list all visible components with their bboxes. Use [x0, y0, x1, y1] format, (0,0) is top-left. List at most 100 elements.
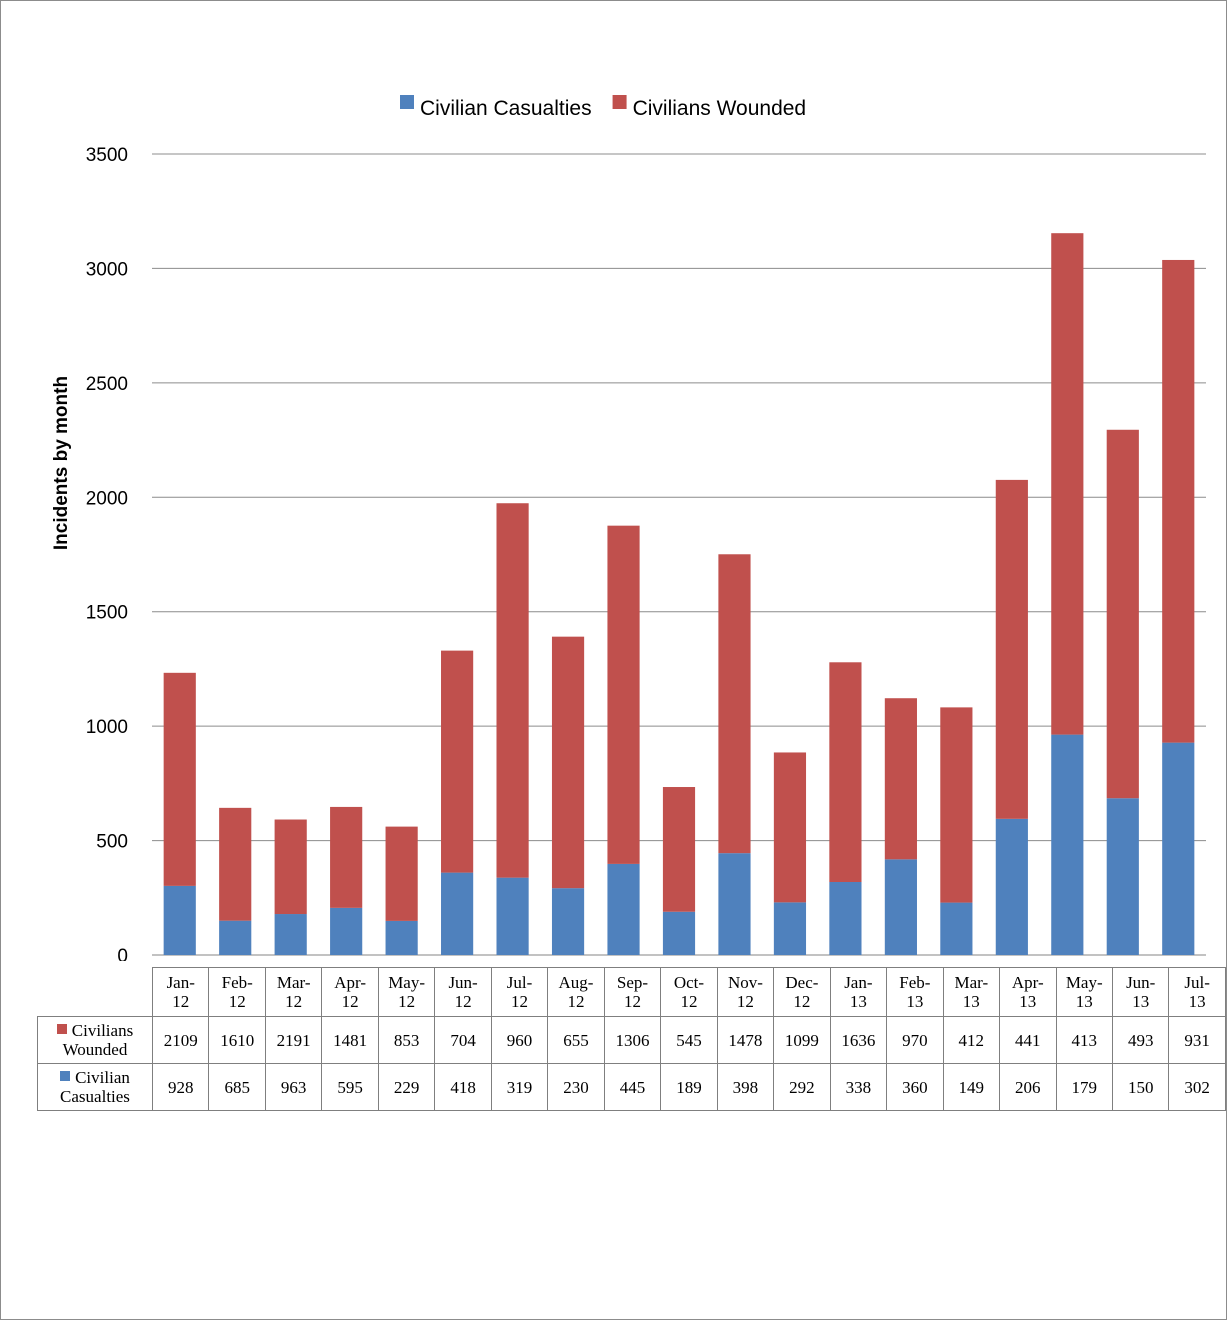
y-tick-label: 1500 — [86, 603, 128, 624]
category-label-part: 12 — [623, 992, 641, 1011]
bar-civilians-wounded-jul-12 — [496, 503, 529, 878]
bar-civilians-wounded-apr-13 — [995, 479, 1028, 819]
category-label-part: Apr- — [1011, 973, 1044, 992]
row-header-label: Civilians Wounded — [56, 1021, 134, 1059]
table-category-aug-12: Aug- 12 — [547, 967, 605, 1017]
bar-civilian-casualties-may-12 — [385, 920, 418, 955]
category-label-part: 13 — [849, 992, 867, 1011]
table-cell: 412 — [942, 1016, 1001, 1064]
category-label-part: Oct- — [673, 973, 705, 992]
table-cell: 229 — [377, 1063, 436, 1111]
category-label-part: Feb- — [221, 973, 253, 992]
bar-civilian-casualties-jul-12 — [496, 877, 529, 955]
category-label-part: 12 — [567, 992, 585, 1011]
table-cell: 292 — [773, 1063, 831, 1111]
table-category-mar-13: Mar- 13 — [942, 967, 1001, 1017]
bar-civilians-wounded-jul-13 — [1162, 259, 1195, 743]
table-cell: 1636 — [829, 1016, 888, 1064]
category-label-part: 12 — [454, 992, 472, 1011]
bar-civilian-casualties-oct-12 — [662, 911, 696, 955]
stacked-bar-chart: Civilian Casualties Civilians Wounded 0 5… — [51, 95, 1206, 961]
category-label-part: 13 — [1075, 992, 1093, 1011]
table-category-mar-12: Mar- 12 — [264, 967, 323, 1017]
category-label-part: 13 — [1188, 992, 1206, 1011]
y-tick-label: 2000 — [86, 488, 128, 509]
bar-civilians-wounded-dec-12 — [773, 752, 807, 903]
table-category-feb-12: Feb- 12 — [208, 967, 266, 1017]
table-row-civilian-casualties: Civilian Casualties 928 685 963 595 229 418 319 2… — [37, 1063, 1226, 1111]
bar-civilians-wounded-apr-12 — [330, 806, 363, 908]
table-cell: 338 — [829, 1063, 888, 1111]
category-label-part: Aug- — [558, 973, 594, 992]
table-cell: 189 — [660, 1063, 718, 1111]
bar-civilian-casualties-feb-12 — [219, 920, 252, 955]
category-label-part: 13 — [962, 992, 980, 1011]
table-cell: 149 — [942, 1063, 1001, 1111]
table-cell: 1481 — [321, 1016, 379, 1064]
bar-civilian-casualties-feb-13 — [884, 859, 917, 955]
table-cell: 928 — [151, 1063, 210, 1111]
y-tick-label: 3500 — [86, 145, 128, 166]
table-category-jul-12: Jul- 12 — [490, 967, 549, 1017]
category-label-part: May- — [388, 973, 426, 992]
table-row-header-civilians-wounded: Civilians Wounded — [37, 1016, 153, 1064]
category-label-part: Jun- — [448, 973, 478, 992]
table-category-oct-12: Oct- 12 — [660, 967, 718, 1017]
legend-label-civilians-wounded: Civilians Wounded — [633, 97, 807, 120]
category-label-part: Jun- — [1126, 973, 1156, 992]
data-table: Jan- 12 Feb- 12 Mar- 12 Apr- 12 May- 12 Jun- 12 Jul-… — [37, 967, 1226, 1111]
category-label-part: Sep- — [616, 973, 649, 992]
y-axis-title: Incidents by month — [51, 376, 72, 550]
table-cell: 655 — [547, 1016, 605, 1064]
category-label-part: 12 — [172, 992, 190, 1011]
bar-civilians-wounded-aug-12 — [551, 636, 585, 889]
table-category-jan-12: Jan- 12 — [151, 967, 210, 1017]
table-cell: 398 — [716, 1063, 775, 1111]
table-cell: 853 — [377, 1016, 436, 1064]
table-cell: 150 — [1111, 1063, 1170, 1111]
table-category-sep-12: Sep- 12 — [603, 967, 662, 1017]
table-cell: 685 — [208, 1063, 266, 1111]
y-axis-tick-labels: 0 500 1000 1500 2000 2500 3000 3500 — [86, 145, 128, 961]
table-cell: 1099 — [773, 1016, 831, 1064]
table-cell: 493 — [1111, 1016, 1170, 1064]
table-header-row: Jan- 12 Feb- 12 Mar- 12 Apr- 12 May- 12 Jun- 12 Jul-… — [37, 967, 1226, 1017]
table-cell: 1306 — [603, 1016, 662, 1064]
table-category-nov-12: Nov- 12 — [716, 967, 775, 1017]
bars — [163, 233, 1195, 955]
category-label-part: May- — [1065, 973, 1103, 992]
category-label-part: Jul- — [506, 973, 533, 992]
table-cell: 206 — [999, 1063, 1057, 1111]
table-cell: 545 — [660, 1016, 718, 1064]
bar-civilian-casualties-dec-12 — [773, 902, 807, 955]
category-label-part: Apr- — [334, 973, 367, 992]
table-cell: 2109 — [151, 1016, 210, 1064]
table-cell: 360 — [886, 1063, 944, 1111]
y-tick-label: 1000 — [86, 717, 128, 738]
category-label-part: 12 — [680, 992, 698, 1011]
bar-civilians-wounded-jun-13 — [1106, 429, 1139, 799]
table-cell: 413 — [1055, 1016, 1113, 1064]
bar-civilians-wounded-mar-12 — [274, 819, 307, 915]
bar-civilian-casualties-jul-13 — [1162, 742, 1195, 955]
row-legend-swatch — [60, 1071, 71, 1081]
row-header-line: Civilians — [71, 1021, 134, 1040]
category-label-part: Jan- — [166, 973, 195, 992]
table-category-jun-12: Jun- 12 — [434, 967, 492, 1017]
bar-civilian-casualties-jan-13 — [829, 881, 862, 955]
category-label-part: 12 — [398, 992, 416, 1011]
category-label-part: Dec- — [785, 973, 819, 992]
y-tick-label: 2500 — [86, 374, 128, 395]
category-label-part: 13 — [1132, 992, 1150, 1011]
bar-civilian-casualties-may-13 — [1051, 734, 1084, 955]
bar-civilian-casualties-jun-12 — [441, 872, 474, 955]
table-cell: 960 — [490, 1016, 549, 1064]
table-cell: 418 — [434, 1063, 492, 1111]
bar-civilian-casualties-nov-12 — [718, 853, 751, 955]
category-label-part: 12 — [793, 992, 811, 1011]
bar-civilian-casualties-apr-12 — [330, 907, 363, 955]
category-label-part: Mar- — [954, 973, 989, 992]
table-category-jul-13: Jul- 13 — [1168, 967, 1226, 1017]
table-corner — [37, 967, 153, 1017]
